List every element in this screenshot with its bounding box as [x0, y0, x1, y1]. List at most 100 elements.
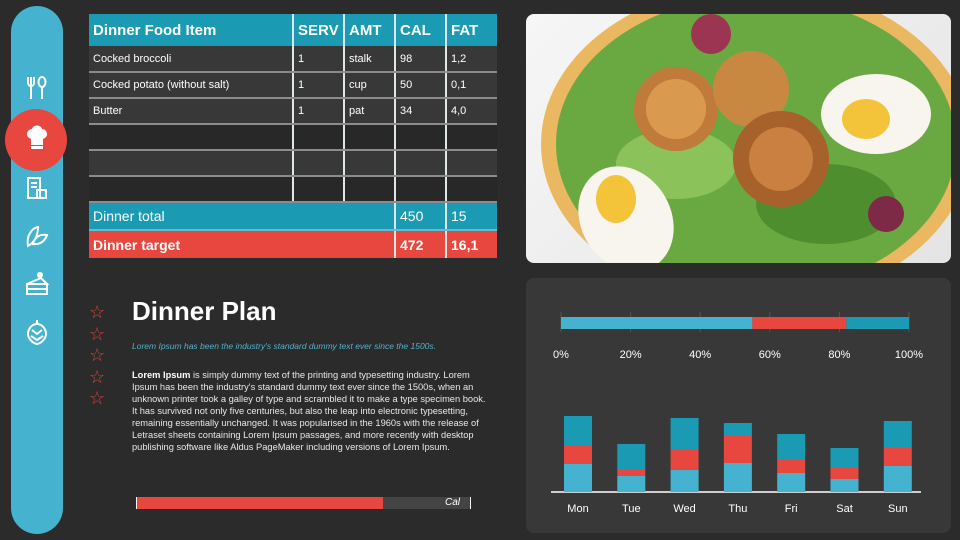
category-label: Sat [836, 503, 853, 515]
total-cal: 450 [395, 202, 447, 231]
calorie-label: Cal [444, 497, 460, 508]
sidebar-item-cake[interactable] [11, 264, 63, 304]
category-label: Wed [673, 503, 695, 515]
cell: 1 [293, 98, 345, 125]
tick-label: 100% [895, 349, 923, 361]
star-icon[interactable]: ☆ [89, 302, 106, 322]
cell: 0,1 [446, 72, 497, 99]
category-label: Fri [785, 503, 798, 515]
column-segment [830, 467, 859, 479]
column-segment [670, 450, 699, 470]
column-segment [617, 476, 646, 492]
column-segment [723, 423, 752, 436]
rating-stars: ☆ ☆ ☆ ☆ ☆ [89, 302, 105, 410]
star-icon[interactable]: ☆ [89, 366, 106, 387]
header-amt: AMT [344, 14, 396, 46]
subtitle: Lorem Ipsum has been the industry's stan… [132, 341, 437, 351]
hops-icon [26, 320, 48, 346]
dinner-total-row: Dinner total 450 15 [89, 202, 497, 231]
tick-label: 40% [689, 349, 711, 361]
fork-spoon-icon [27, 76, 47, 99]
star-icon[interactable]: ☆ [89, 323, 106, 344]
column-segment [777, 434, 806, 460]
column-segment [830, 448, 859, 467]
header-item: Dinner Food Item [89, 14, 294, 46]
cell: 50 [395, 72, 447, 99]
target-cal: 472 [395, 230, 447, 258]
table-row-empty [89, 176, 497, 203]
category-label: Tue [622, 503, 641, 515]
cell: Cocked potato (without salt) [89, 72, 294, 99]
column-segment [883, 466, 912, 492]
cell: stalk [344, 46, 396, 73]
menu-document-icon [27, 177, 47, 199]
column-segment [617, 470, 646, 476]
cell: Cocked broccoli [89, 46, 294, 73]
total-label: Dinner total [89, 202, 396, 231]
table-row-empty [89, 150, 497, 177]
description: Lorem Ipsum is simply dummy text of the … [132, 369, 492, 453]
charts-svg: 0% 20% 40% 60% 80% 100% Mon Tue Wed Thu Fri Sat Sun [551, 312, 923, 515]
column-segment [617, 444, 646, 470]
dinner-target-row: Dinner target 472 16,1 [89, 230, 497, 258]
cell: Butter [89, 98, 294, 125]
chef-hat-icon [27, 125, 47, 149]
column-segment [777, 460, 806, 473]
star-icon[interactable]: ☆ [89, 388, 106, 408]
page-title: Dinner Plan [132, 296, 277, 326]
total-fat: 15 [446, 202, 497, 231]
column-segment [564, 464, 592, 492]
salad-photo [526, 14, 951, 263]
chart-panel: 0% 20% 40% 60% 80% 100% Mon Tue Wed Thu Fri Sat Sun [526, 278, 951, 533]
cell: 4,0 [446, 98, 497, 125]
header-serv: SERV [293, 14, 345, 46]
column-segment [777, 473, 806, 492]
table-row-empty [89, 124, 497, 151]
table-row: Cocked potato (without salt) 1 cup 50 0,1 [89, 72, 497, 99]
column-segment [723, 436, 752, 463]
cell: 1,2 [446, 46, 497, 73]
category-label: Thu [728, 503, 747, 515]
cell: cup [344, 72, 396, 99]
sidebar-item-hops[interactable] [11, 312, 63, 352]
table-row: Cocked broccoli 1 stalk 98 1,2 [89, 46, 497, 73]
target-label: Dinner target [89, 230, 396, 258]
column-segment [670, 470, 699, 492]
description-text: is simply dummy text of the printing and… [132, 370, 486, 452]
target-fat: 16,1 [446, 230, 497, 258]
column-segment [564, 416, 592, 445]
tick-label: 20% [620, 349, 642, 361]
cake-icon [26, 272, 50, 295]
cell: 1 [293, 72, 345, 99]
column-segment [830, 479, 859, 492]
category-label: Mon [567, 503, 588, 515]
dinner-food-table: Dinner Food Item SERV AMT CAL FAT Cocked… [89, 14, 497, 258]
bar-segment [846, 317, 909, 329]
calorie-progress-bar: Cal [136, 497, 471, 509]
tick-label: 80% [828, 349, 850, 361]
sidebar-item-menu[interactable] [11, 168, 63, 208]
table-row: Butter 1 pat 34 4,0 [89, 98, 497, 125]
sidebar-item-chef[interactable] [5, 109, 67, 171]
bar-segment [752, 317, 847, 329]
bar-segment [561, 317, 753, 329]
sidebar [5, 6, 67, 534]
cell: 98 [395, 46, 447, 73]
cell: 34 [395, 98, 447, 125]
calorie-progress-fill [137, 497, 383, 509]
description-bold: Lorem Ipsum [132, 370, 191, 380]
star-icon[interactable]: ☆ [89, 345, 106, 365]
column-segment [723, 463, 752, 492]
tick-label: 60% [759, 349, 781, 361]
column-segment [883, 421, 912, 447]
column-segment [564, 445, 592, 464]
header-cal: CAL [395, 14, 447, 46]
header-fat: FAT [446, 14, 497, 46]
cell: pat [344, 98, 396, 125]
sidebar-item-cutlery[interactable] [11, 68, 63, 108]
sidebar-item-leaf[interactable] [11, 216, 63, 256]
tick-label: 0% [553, 349, 569, 361]
column-segment [883, 447, 912, 466]
cell: 1 [293, 46, 345, 73]
column-segment [670, 418, 699, 450]
